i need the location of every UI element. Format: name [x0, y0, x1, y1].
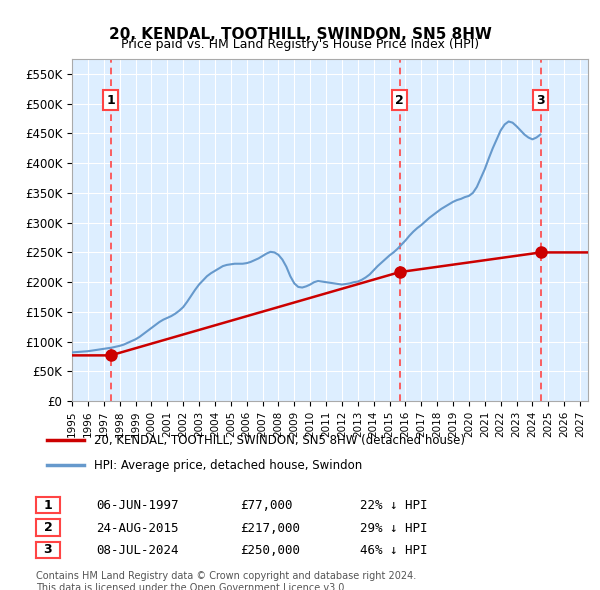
Text: £250,000: £250,000 — [240, 544, 300, 557]
Text: £77,000: £77,000 — [240, 499, 293, 512]
Text: 20, KENDAL, TOOTHILL, SWINDON, SN5 8HW: 20, KENDAL, TOOTHILL, SWINDON, SN5 8HW — [109, 27, 491, 41]
Text: 06-JUN-1997: 06-JUN-1997 — [96, 499, 179, 512]
Text: HPI: Average price, detached house, Swindon: HPI: Average price, detached house, Swin… — [94, 458, 362, 471]
Text: 2: 2 — [44, 521, 52, 534]
Text: 22% ↓ HPI: 22% ↓ HPI — [360, 499, 427, 512]
Text: 1: 1 — [44, 499, 52, 512]
Text: 29% ↓ HPI: 29% ↓ HPI — [360, 522, 427, 535]
Text: 3: 3 — [536, 94, 545, 107]
Text: 2: 2 — [395, 94, 404, 107]
Text: £217,000: £217,000 — [240, 522, 300, 535]
Text: 3: 3 — [44, 543, 52, 556]
Text: 24-AUG-2015: 24-AUG-2015 — [96, 522, 179, 535]
Text: 08-JUL-2024: 08-JUL-2024 — [96, 544, 179, 557]
Text: 20, KENDAL, TOOTHILL, SWINDON, SN5 8HW (detached house): 20, KENDAL, TOOTHILL, SWINDON, SN5 8HW (… — [94, 434, 465, 447]
Text: 1: 1 — [106, 94, 115, 107]
Text: Price paid vs. HM Land Registry's House Price Index (HPI): Price paid vs. HM Land Registry's House … — [121, 38, 479, 51]
Text: 46% ↓ HPI: 46% ↓ HPI — [360, 544, 427, 557]
Text: Contains HM Land Registry data © Crown copyright and database right 2024.
This d: Contains HM Land Registry data © Crown c… — [36, 571, 416, 590]
